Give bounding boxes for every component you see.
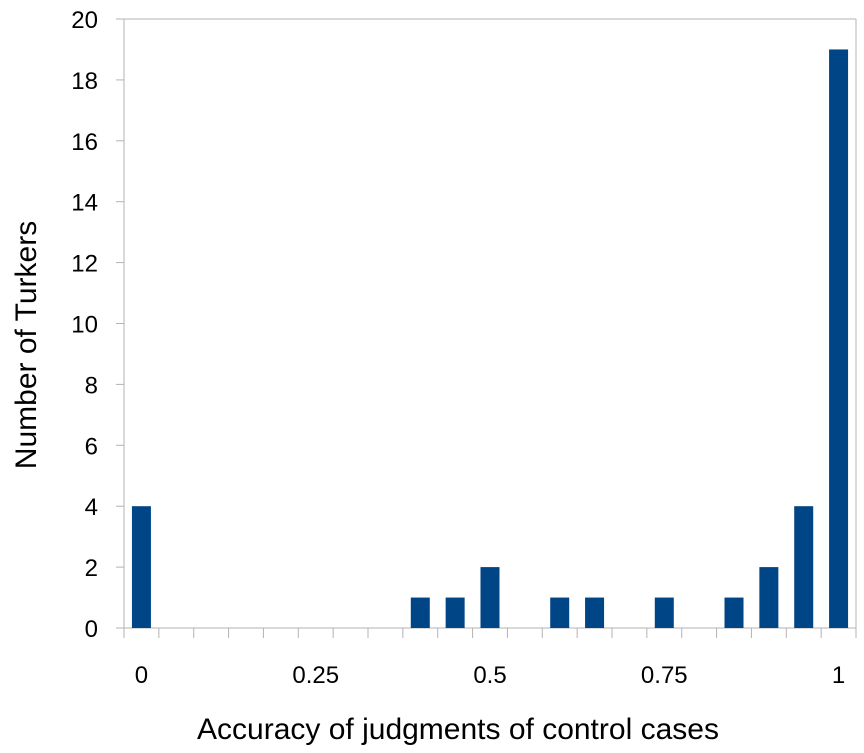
- y-tick-label: 16: [71, 129, 98, 156]
- x-tick-label: 0.5: [473, 662, 506, 689]
- plot-area: [123, 18, 857, 629]
- y-tick-label: 2: [85, 555, 98, 582]
- bar: [480, 567, 500, 628]
- bars: [131, 49, 849, 628]
- bar: [794, 506, 814, 628]
- bar: [654, 597, 674, 628]
- bar: [410, 597, 430, 628]
- y-tick-label: 4: [85, 494, 98, 521]
- bar: [724, 597, 744, 628]
- y-tick-label: 10: [71, 312, 98, 339]
- x-axis-title: Accuracy of judgments of control cases: [197, 713, 719, 746]
- y-tick-label: 20: [71, 7, 98, 34]
- bar: [759, 567, 779, 628]
- y-axis-title: Number of Turkers: [10, 221, 43, 469]
- bar: [585, 597, 605, 628]
- bar: [131, 506, 151, 628]
- bar: [550, 597, 570, 628]
- x-tick-label: 1: [832, 662, 845, 689]
- bar: [829, 49, 849, 628]
- x-tick-label: 0.25: [292, 662, 339, 689]
- x-axis-tick-labels: 0 0.25 0.5 0.75 1: [135, 662, 846, 689]
- x-category-ticks: [123, 628, 857, 638]
- y-tick-label: 6: [85, 433, 98, 460]
- y-tick-label: 14: [71, 190, 98, 217]
- y-tick-label: 18: [71, 68, 98, 95]
- y-tick-label: 8: [85, 372, 98, 399]
- x-tick-label: 0.75: [641, 662, 688, 689]
- y-axis-ticks: 0 2 4 6 8 10 12 14 16 18 20: [71, 7, 124, 643]
- y-tick-label: 12: [71, 251, 98, 278]
- bar: [445, 597, 465, 628]
- y-tick-label: 0: [85, 616, 98, 643]
- x-tick-label: 0: [135, 662, 148, 689]
